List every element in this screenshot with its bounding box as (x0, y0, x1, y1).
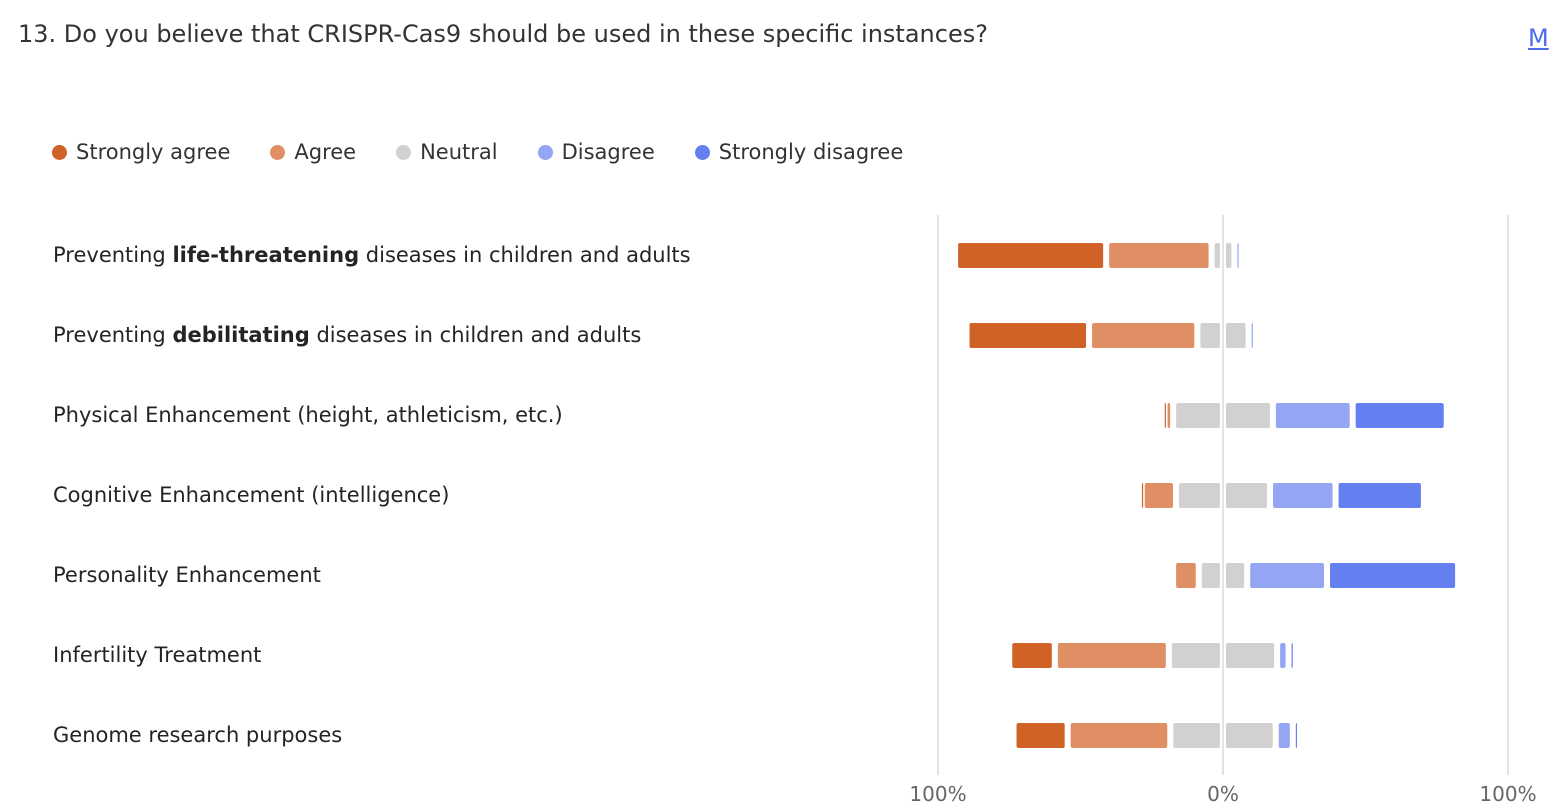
label-text: Physical Enhancement (height, athleticis… (53, 403, 563, 427)
label-text: diseases in children and adults (309, 323, 642, 347)
legend-item-neutral: Neutral (396, 140, 498, 164)
label-text: Preventing (53, 323, 173, 347)
bar-segment-neutral[interactable] (1226, 723, 1273, 748)
bar-segment-agree[interactable] (1144, 483, 1173, 508)
legend-item-disagree: Disagree (537, 140, 655, 164)
legend-label: Strongly disagree (718, 140, 904, 164)
bar-segment-disagree[interactable] (1278, 723, 1290, 748)
bar-segment-disagree[interactable] (1251, 323, 1253, 348)
bar-segment-strongly-agree[interactable] (958, 243, 1104, 268)
legend-item-strongly-agree: Strongly agree (52, 140, 230, 164)
bar-segment-strongly-disagree[interactable] (1291, 643, 1293, 668)
legend-item-agree: Agree (270, 140, 356, 164)
legend-swatch (537, 144, 553, 160)
bar-segment-neutral[interactable] (1171, 643, 1220, 668)
bar-segment-strongly-agree[interactable] (1016, 723, 1065, 748)
x-tick-label: 0% (1207, 782, 1239, 806)
bar-segment-strongly-agree[interactable] (1164, 403, 1166, 428)
legend-item-strongly-disagree: Strongly disagree (694, 140, 904, 164)
legend-label: Strongly agree (76, 140, 231, 164)
legend-label: Disagree (561, 140, 655, 164)
bar-segment-disagree[interactable] (1280, 643, 1286, 668)
bar-segment-disagree[interactable] (1237, 243, 1239, 268)
question-title: 13. Do you believe that CRISPR-Cas9 shou… (18, 20, 988, 48)
bar-segment-neutral[interactable] (1173, 723, 1220, 748)
label-emphasis: debilitating (172, 323, 310, 347)
bar-segment-strongly-disagree[interactable] (1338, 483, 1421, 508)
label-emphasis: life-threatening (172, 243, 360, 267)
bar-segment-strongly-agree[interactable] (1012, 643, 1052, 668)
bar-segment-neutral[interactable] (1226, 483, 1268, 508)
bar-segment-neutral[interactable] (1226, 563, 1245, 588)
category-label: Physical Enhancement (height, athleticis… (53, 403, 563, 427)
label-text: Personality Enhancement (53, 563, 321, 587)
bar-segment-strongly-disagree[interactable] (1330, 563, 1456, 588)
x-tick-label: 100% (1479, 782, 1536, 806)
bar-segment-strongly-disagree[interactable] (1355, 403, 1444, 428)
bar-segment-neutral[interactable] (1176, 403, 1220, 428)
legend-label: Agree (294, 140, 357, 164)
bar-segment-neutral[interactable] (1226, 323, 1246, 348)
label-text: Genome research purposes (53, 723, 343, 747)
category-label: Preventing debilitating diseases in chil… (53, 323, 641, 347)
bar-segment-neutral[interactable] (1200, 323, 1220, 348)
bar-segment-neutral[interactable] (1226, 643, 1275, 668)
label-text: Infertility Treatment (53, 643, 262, 667)
legend-swatch (52, 144, 67, 160)
bar-segment-neutral[interactable] (1214, 243, 1220, 268)
bar-segment-strongly-agree[interactable] (969, 323, 1087, 348)
bar-segment-agree[interactable] (1109, 243, 1209, 268)
bar-segment-strongly-agree[interactable] (1141, 483, 1144, 508)
label-text: diseases in children and adults (359, 243, 691, 267)
bar-segment-neutral[interactable] (1226, 403, 1270, 428)
category-label: Preventing life-threatening diseases in … (53, 243, 691, 267)
bar-segment-agree[interactable] (1070, 723, 1168, 748)
bar-segment-disagree[interactable] (1273, 483, 1333, 508)
bar-segment-agree[interactable] (1092, 323, 1195, 348)
legend-swatch (270, 144, 286, 160)
category-label: Cognitive Enhancement (intelligence) (53, 483, 449, 507)
category-label: Infertility Treatment (53, 643, 261, 667)
x-tick-label: 100% (909, 782, 966, 806)
bar-segment-disagree[interactable] (1250, 563, 1325, 588)
bar-segment-strongly-disagree[interactable] (1295, 723, 1298, 748)
label-text: Cognitive Enhancement (intelligence) (53, 483, 450, 507)
category-label: Personality Enhancement (53, 563, 321, 587)
legend-swatch (396, 144, 412, 160)
bar-segment-agree[interactable] (1167, 403, 1171, 428)
label-text: Preventing (53, 243, 173, 267)
bar-segment-disagree[interactable] (1275, 403, 1350, 428)
bar-segment-neutral[interactable] (1178, 483, 1220, 508)
bar-segment-agree[interactable] (1057, 643, 1166, 668)
bar-segment-agree[interactable] (1176, 563, 1196, 588)
category-label: Genome research purposes (53, 723, 342, 747)
chart-legend: Strongly agree Agree Neutral Disagree St… (52, 140, 943, 164)
legend-label: Neutral (420, 140, 498, 164)
bar-segment-neutral[interactable] (1226, 243, 1232, 268)
legend-swatch (694, 144, 710, 160)
more-link[interactable]: M (1528, 24, 1549, 52)
bar-segment-neutral[interactable] (1201, 563, 1220, 588)
